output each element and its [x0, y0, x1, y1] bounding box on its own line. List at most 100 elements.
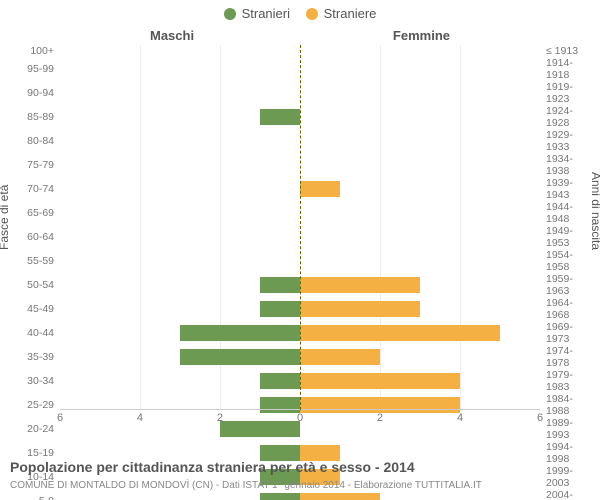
cell-female [300, 57, 540, 81]
age-label: 100+ [10, 45, 60, 57]
cell-male [60, 345, 300, 369]
age-label: 55-59 [10, 255, 60, 267]
cell-male [60, 45, 300, 57]
cell-male [60, 321, 300, 345]
legend-swatch-male [224, 8, 236, 20]
age-label: 65-69 [10, 207, 60, 219]
cell-female [300, 345, 540, 369]
cell-male [60, 369, 300, 393]
x-axis: 6420246 [60, 409, 540, 430]
birth-year-label: ≤ 1913 [540, 45, 590, 57]
birth-year-label: 1924-1928 [540, 105, 590, 129]
bar-female [300, 325, 500, 342]
birth-year-label: 1969-1973 [540, 321, 590, 345]
cell-female [300, 225, 540, 249]
cell-male [60, 297, 300, 321]
column-title-female: Femmine [393, 28, 450, 43]
legend-item-male: Stranieri [224, 6, 290, 21]
x-tick: 2 [377, 412, 383, 424]
cell-female [300, 273, 540, 297]
birth-year-label: 1954-1958 [540, 249, 590, 273]
y-axis-label-right: Anni di nascita [589, 172, 600, 250]
birth-year-label: 1979-1983 [540, 369, 590, 393]
x-tick: 2 [217, 412, 223, 424]
chart-title: Popolazione per cittadinanza straniera p… [10, 458, 590, 477]
cell-female [300, 249, 540, 273]
birth-year-label: 1919-1923 [540, 81, 590, 105]
age-label: 80-84 [10, 135, 60, 147]
age-label: 40-44 [10, 327, 60, 339]
bar-female [300, 301, 420, 318]
birth-year-label: 1914-1918 [540, 57, 590, 81]
cell-male [60, 177, 300, 201]
bar-female [300, 277, 420, 294]
cell-female [300, 321, 540, 345]
bar-male [180, 349, 300, 366]
cell-female [300, 369, 540, 393]
age-label: 75-79 [10, 159, 60, 171]
column-title-male: Maschi [150, 28, 194, 43]
birth-year-label: 1959-1963 [540, 273, 590, 297]
cell-female [300, 105, 540, 129]
x-tick: 4 [457, 412, 463, 424]
bar-male [260, 277, 300, 294]
legend-label-male: Stranieri [242, 6, 290, 21]
bar-female [300, 373, 460, 390]
cell-male [60, 153, 300, 177]
birth-year-label: 1989-1993 [540, 417, 590, 441]
birth-year-label: 1934-1938 [540, 153, 590, 177]
x-tick: 6 [57, 412, 63, 424]
cell-female [300, 201, 540, 225]
plot-area: 100+≤ 191395-991914-191890-941919-192385… [60, 45, 540, 430]
birth-year-label: 1964-1968 [540, 297, 590, 321]
population-pyramid-chart: Stranieri Straniere Maschi Femmine Fasce… [0, 0, 600, 500]
cell-male [60, 249, 300, 273]
chart-footer: Popolazione per cittadinanza straniera p… [10, 458, 590, 492]
legend: Stranieri Straniere [0, 6, 600, 23]
age-label: 60-64 [10, 231, 60, 243]
bar-male [260, 301, 300, 318]
birth-year-label: 1939-1943 [540, 177, 590, 201]
bar-male [260, 493, 300, 500]
legend-swatch-female [306, 8, 318, 20]
age-label: 25-29 [10, 399, 60, 411]
cell-female [300, 81, 540, 105]
age-label: 50-54 [10, 279, 60, 291]
cell-male [60, 57, 300, 81]
legend-item-female: Straniere [306, 6, 377, 21]
cell-male [60, 273, 300, 297]
bar-female [300, 181, 340, 198]
age-label: 5-9 [10, 495, 60, 500]
age-label: 20-24 [10, 423, 60, 435]
cell-male [60, 129, 300, 153]
birth-year-label: 1929-1933 [540, 129, 590, 153]
bar-male [260, 373, 300, 390]
x-tick: 6 [537, 412, 543, 424]
cell-male [60, 105, 300, 129]
age-label: 30-34 [10, 375, 60, 387]
chart-subtitle: COMUNE DI MONTALDO DI MONDOVÌ (CN) - Dat… [10, 479, 590, 493]
cell-female [300, 297, 540, 321]
age-label: 95-99 [10, 63, 60, 75]
cell-male [60, 81, 300, 105]
age-label: 35-39 [10, 351, 60, 363]
bar-male [260, 109, 300, 126]
bar-female [300, 493, 380, 500]
age-label: 85-89 [10, 111, 60, 123]
bar-male [180, 325, 300, 342]
birth-year-label: 1949-1953 [540, 225, 590, 249]
cell-female [300, 153, 540, 177]
birth-year-label: 1974-1978 [540, 345, 590, 369]
cell-female [300, 129, 540, 153]
birth-year-label: 1944-1948 [540, 201, 590, 225]
bar-female [300, 349, 380, 366]
cell-female [300, 177, 540, 201]
x-tick: 4 [137, 412, 143, 424]
birth-year-label: 1984-1988 [540, 393, 590, 417]
age-label: 45-49 [10, 303, 60, 315]
age-label: 70-74 [10, 183, 60, 195]
age-label: 90-94 [10, 87, 60, 99]
center-line [300, 45, 301, 410]
legend-label-female: Straniere [324, 6, 377, 21]
cell-male [60, 201, 300, 225]
